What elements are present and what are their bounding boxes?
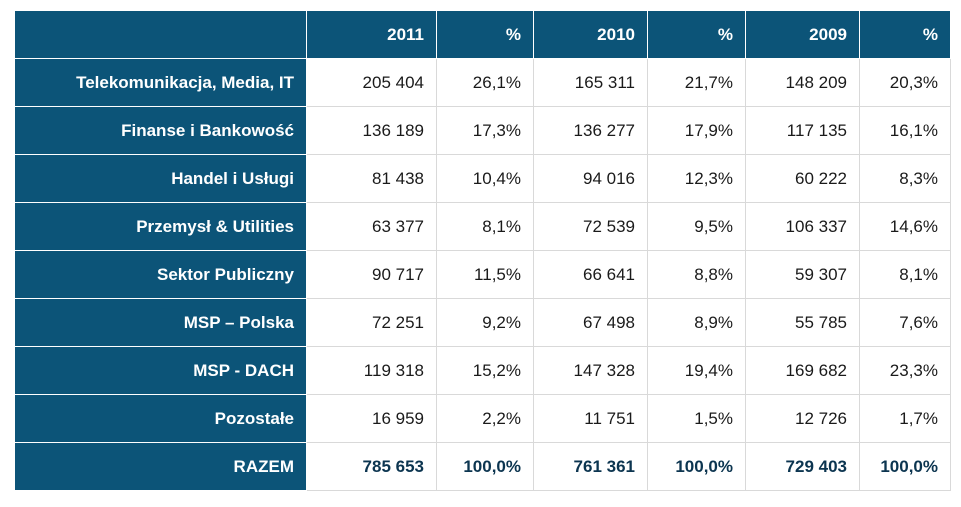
table-cell: 90 717: [306, 250, 437, 299]
table-cell: 8,8%: [647, 250, 746, 299]
table-cell: 23,3%: [859, 346, 951, 395]
table-cell: 147 328: [533, 346, 648, 395]
table-cell: 94 016: [533, 154, 648, 203]
table-cell: 16,1%: [859, 106, 951, 155]
table-row: Sektor Publiczny 90 717 11,5% 66 641 8,8…: [14, 250, 951, 299]
table-cell: 16 959: [306, 394, 437, 443]
table-cell: 72 539: [533, 202, 648, 251]
table-cell: 9,2%: [436, 298, 534, 347]
table-row: Pozostałe 16 959 2,2% 11 751 1,5% 12 726…: [14, 394, 951, 443]
table-cell: 1,5%: [647, 394, 746, 443]
table-cell: 169 682: [745, 346, 860, 395]
table-cell: 106 337: [745, 202, 860, 251]
table-cell: 12,3%: [647, 154, 746, 203]
table-cell: 165 311: [533, 58, 648, 107]
table-cell: 148 209: [745, 58, 860, 107]
table-row: Handel i Usługi 81 438 10,4% 94 016 12,3…: [14, 154, 951, 203]
table-cell: 136 189: [306, 106, 437, 155]
table-row: MSP - DACH 119 318 15,2% 147 328 19,4% 1…: [14, 346, 951, 395]
header-col-2009: 2009: [745, 10, 860, 59]
row-label: MSP - DACH: [14, 346, 307, 395]
table-cell: 21,7%: [647, 58, 746, 107]
total-cell: 100,0%: [859, 442, 951, 491]
table-cell: 8,1%: [859, 250, 951, 299]
row-label: Telekomunikacja, Media, IT: [14, 58, 307, 107]
table-cell: 9,5%: [647, 202, 746, 251]
table-cell: 67 498: [533, 298, 648, 347]
table-cell: 81 438: [306, 154, 437, 203]
header-col-2010: 2010: [533, 10, 648, 59]
table-cell: 63 377: [306, 202, 437, 251]
table-cell: 8,1%: [436, 202, 534, 251]
table-cell: 7,6%: [859, 298, 951, 347]
total-cell: 100,0%: [436, 442, 534, 491]
table-cell: 10,4%: [436, 154, 534, 203]
table-cell: 14,6%: [859, 202, 951, 251]
row-label: Przemysł & Utilities: [14, 202, 307, 251]
table-cell: 117 135: [745, 106, 860, 155]
table-row: Finanse i Bankowość 136 189 17,3% 136 27…: [14, 106, 951, 155]
table-cell: 12 726: [745, 394, 860, 443]
table-cell: 60 222: [745, 154, 860, 203]
table-cell: 55 785: [745, 298, 860, 347]
table-row: Przemysł & Utilities 63 377 8,1% 72 539 …: [14, 202, 951, 251]
table-row: MSP – Polska 72 251 9,2% 67 498 8,9% 55 …: [14, 298, 951, 347]
row-label: Sektor Publiczny: [14, 250, 307, 299]
table-cell: 11,5%: [436, 250, 534, 299]
table-cell: 119 318: [306, 346, 437, 395]
header-col-2011-pct: %: [436, 10, 534, 59]
table-cell: 17,9%: [647, 106, 746, 155]
table-cell: 8,3%: [859, 154, 951, 203]
header-col-2011: 2011: [306, 10, 437, 59]
table-cell: 136 277: [533, 106, 648, 155]
header-row: 2011 % 2010 % 2009 %: [14, 10, 951, 59]
row-label: Pozostałe: [14, 394, 307, 443]
header-corner: [14, 10, 307, 59]
total-cell: 729 403: [745, 442, 860, 491]
header-col-2009-pct: %: [859, 10, 951, 59]
table-cell: 20,3%: [859, 58, 951, 107]
total-label: RAZEM: [14, 442, 307, 491]
table-row: Telekomunikacja, Media, IT 205 404 26,1%…: [14, 58, 951, 107]
table-cell: 1,7%: [859, 394, 951, 443]
table-cell: 19,4%: [647, 346, 746, 395]
total-cell: 100,0%: [647, 442, 746, 491]
table-cell: 205 404: [306, 58, 437, 107]
total-cell: 761 361: [533, 442, 648, 491]
row-label: Handel i Usługi: [14, 154, 307, 203]
table-cell: 17,3%: [436, 106, 534, 155]
table-cell: 72 251: [306, 298, 437, 347]
total-row: RAZEM 785 653 100,0% 761 361 100,0% 729 …: [14, 442, 951, 491]
table-cell: 2,2%: [436, 394, 534, 443]
table-cell: 8,9%: [647, 298, 746, 347]
row-label: Finanse i Bankowość: [14, 106, 307, 155]
table-cell: 26,1%: [436, 58, 534, 107]
header-col-2010-pct: %: [647, 10, 746, 59]
table-cell: 11 751: [533, 394, 648, 443]
table-cell: 15,2%: [436, 346, 534, 395]
row-label: MSP – Polska: [14, 298, 307, 347]
table-cell: 59 307: [745, 250, 860, 299]
revenue-table: 2011 % 2010 % 2009 % Telekomunikacja, Me…: [14, 10, 951, 491]
total-cell: 785 653: [306, 442, 437, 491]
table-cell: 66 641: [533, 250, 648, 299]
